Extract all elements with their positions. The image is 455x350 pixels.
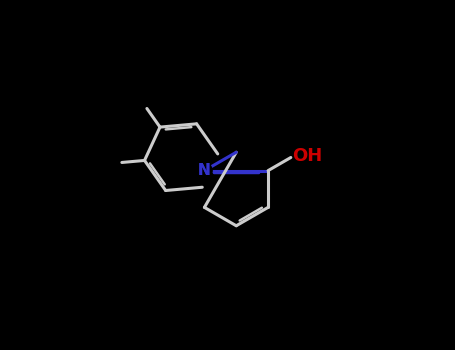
Text: OH: OH (293, 147, 323, 165)
Text: N: N (198, 163, 211, 178)
Circle shape (197, 163, 212, 179)
Text: N: N (198, 163, 211, 178)
